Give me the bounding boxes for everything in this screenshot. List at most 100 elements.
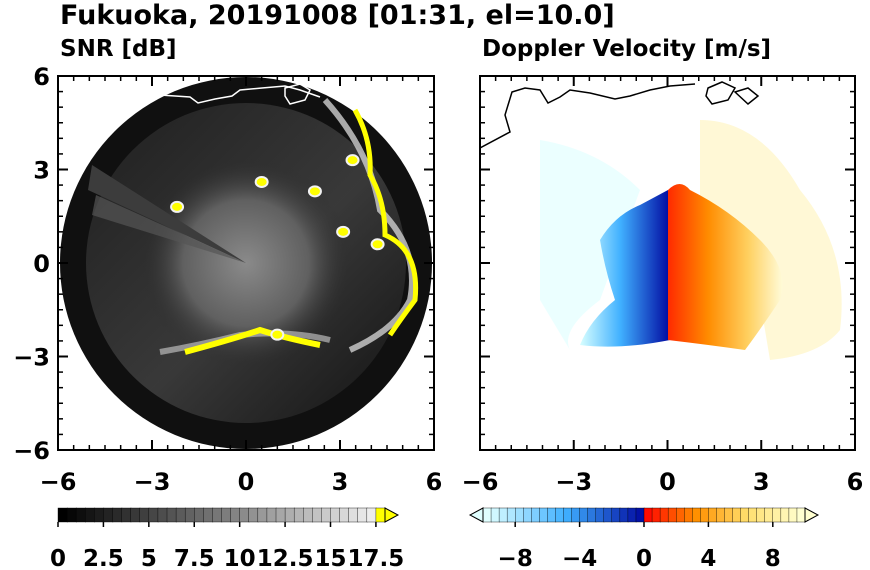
velocity-colorbar-label: 8 (765, 546, 781, 570)
snr-colorbar-label: 7.5 (174, 546, 215, 570)
snr-colorbar: 0 2.5 5 7.5 10 12.5 15 17.5 (50, 507, 405, 570)
velocity-x-tick-label: −3 (555, 468, 592, 496)
snr-colorbar-label: 2.5 (83, 546, 124, 570)
snr-high-coastal-band (352, 108, 419, 337)
velocity-colorbar-cell (482, 507, 492, 523)
snr-colorbar-cell (103, 507, 114, 523)
velocity-colorbar-cell (539, 507, 549, 523)
velocity-colorbar-cell (579, 507, 589, 523)
velocity-colorbar-cell (724, 507, 734, 523)
velocity-colorbar-extend-high (804, 507, 820, 523)
snr-colorbar-cell (375, 507, 386, 523)
snr-colorbar-label: 0 (50, 546, 66, 570)
velocity-colorbar-cell (780, 507, 790, 523)
snr-y-tick-label: 6 (33, 63, 50, 91)
snr-colorbar-label: 17.5 (348, 546, 405, 570)
velocity-colorbar-cell (506, 507, 516, 523)
velocity-colorbar-cell (772, 507, 782, 523)
snr-colorbar-cell (339, 507, 350, 523)
snr-y-tick-label: −3 (13, 344, 50, 372)
velocity-colorbar-cell (498, 507, 508, 523)
snr-colorbar-cell (366, 507, 377, 523)
velocity-colorbar-cell (796, 507, 806, 523)
snr-y-tick-label: 3 (33, 157, 50, 185)
snr-colorbar-cell (112, 507, 123, 523)
velocity-colorbar-label: 0 (636, 546, 652, 570)
snr-coastline (159, 85, 321, 104)
velocity-colorbar-cell (659, 507, 669, 523)
velocity-colorbar-cell (563, 507, 573, 523)
snr-x-tick-label: 3 (332, 468, 349, 496)
velocity-colorbar-cell (740, 507, 750, 523)
snr-colorbar-cell (275, 507, 286, 523)
velocity-colorbar-cell (555, 507, 565, 523)
snr-colorbar-cell (121, 507, 132, 523)
snr-colorbar-cell (94, 507, 105, 523)
velocity-colorbar-cell (692, 507, 702, 523)
snr-coastline-island (284, 83, 311, 105)
snr-colorbar-label: 15 (314, 546, 346, 570)
snr-colorbar-cell (175, 507, 186, 523)
snr-colorbar-cell (230, 507, 241, 523)
velocity-colorbar-cell (764, 507, 774, 523)
velocity-x-tick-label: 6 (847, 468, 864, 496)
velocity-colorbar-cell (490, 507, 500, 523)
snr-colorbar-cell (75, 507, 86, 523)
velocity-negative-sector (580, 190, 670, 347)
snr-colorbar-cell (212, 507, 223, 523)
velocity-colorbar-cell (748, 507, 758, 523)
velocity-colorbar-cell (667, 507, 677, 523)
faint-negative-echo (540, 140, 640, 350)
snr-colorbar-cell (184, 507, 195, 523)
velocity-colorbar-cell (643, 507, 653, 523)
beam-streak-2 (92, 195, 246, 263)
velocity-positive-sector (668, 184, 783, 350)
snr-colorbar-cell (157, 507, 168, 523)
snr-colorbar-cell (348, 507, 359, 523)
velocity-colorbar-cell (603, 507, 613, 523)
snr-colorbar-cell (166, 507, 177, 523)
snr-colorbar-label: 5 (141, 546, 157, 570)
snr-colorbar-cell (284, 507, 295, 523)
snr-colorbar-cell (130, 507, 141, 523)
velocity-colorbar-cell (547, 507, 557, 523)
velocity-colorbar-cell (595, 507, 605, 523)
snr-colorbar-cell (194, 507, 205, 523)
velocity-colorbar-cell (635, 507, 645, 523)
figure-title: Fukuoka, 20191008 [01:31, el=10.0] (60, 0, 615, 31)
velocity-panel-title: Doppler Velocity [m/s] (482, 36, 771, 62)
snr-colorbar-cell (357, 507, 368, 523)
velocity-colorbar-label: 4 (700, 546, 716, 570)
snr-y-tick-label: −6 (13, 437, 50, 465)
snr-panel-title: SNR [dB] (60, 36, 177, 62)
snr-colorbar-cell (85, 507, 96, 523)
snr-high-spot (370, 238, 385, 251)
snr-colorbar-cell (203, 507, 214, 523)
velocity-colorbar-label: −4 (562, 546, 597, 570)
clutter-ring (322, 97, 415, 353)
snr-axis-ticks: −6 −3 0 3 6 6 3 0 −3 −6 (13, 63, 442, 496)
snr-colorbar-cell (321, 507, 332, 523)
faint-positive-echo (700, 120, 842, 360)
snr-colorbar-cell (57, 507, 68, 523)
snr-colorbar-label: 12.5 (257, 546, 314, 570)
snr-x-tick-label: −3 (134, 468, 171, 496)
velocity-x-tick-label: 3 (753, 468, 770, 496)
velocity-colorbar-cell (531, 507, 541, 523)
velocity-colorbar-cell (716, 507, 726, 523)
velocity-coastline-island (705, 81, 760, 105)
snr-colorbar-cell (221, 507, 232, 523)
velocity-colorbar-cell (651, 507, 661, 523)
snr-high-spot (307, 185, 322, 198)
velocity-coastline (480, 83, 696, 149)
velocity-axis-ticks: −6 −3 0 3 6 (462, 75, 864, 496)
snr-colorbar-cell (312, 507, 323, 523)
snr-high-spot (254, 175, 269, 188)
velocity-plot-area (480, 76, 855, 450)
snr-colorbar-cell (239, 507, 250, 523)
snr-colorbar-cell (139, 507, 150, 523)
velocity-colorbar-cell (611, 507, 621, 523)
snr-high-spot (270, 328, 285, 341)
snr-colorbar-cell (148, 507, 159, 523)
